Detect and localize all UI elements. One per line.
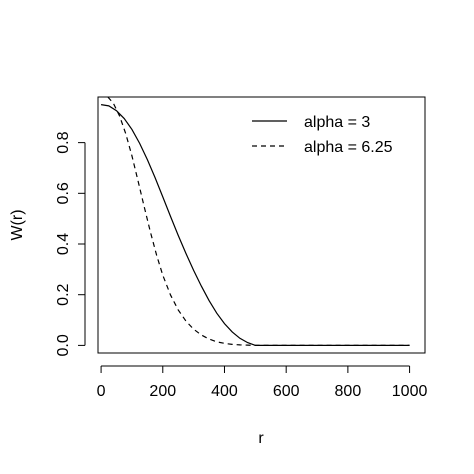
legend-label-1: alpha = 3 (304, 114, 370, 131)
x-axis-label: r (258, 430, 264, 447)
legend-label-2: alpha = 6.25 (304, 139, 393, 156)
x-tick-label: 200 (149, 383, 176, 400)
x-axis: 0 200 400 600 800 1000 (97, 365, 428, 400)
plot-frame (97, 96, 426, 354)
series-line-2 (107, 96, 410, 346)
x-tick-label: 600 (273, 383, 300, 400)
x-tick-label: 400 (211, 383, 238, 400)
y-tick-label: 0.6 (55, 182, 72, 204)
y-tick-label: 0.8 (55, 131, 72, 153)
y-axis-label: W(r) (9, 209, 26, 240)
y-tick-label: 0.2 (55, 283, 72, 305)
y-axis: 0.0 0.2 0.4 0.6 0.8 (55, 131, 86, 357)
series-group (100, 96, 410, 346)
x-tick-label: 0 (97, 383, 106, 400)
legend: alpha = 3 alpha = 6.25 (252, 114, 393, 156)
y-tick-label: 0.0 (55, 334, 72, 356)
y-tick-label: 0.4 (55, 233, 72, 255)
series-line-1 (100, 104, 410, 346)
x-tick-label: 1000 (392, 383, 428, 400)
x-tick-label: 800 (335, 383, 362, 400)
